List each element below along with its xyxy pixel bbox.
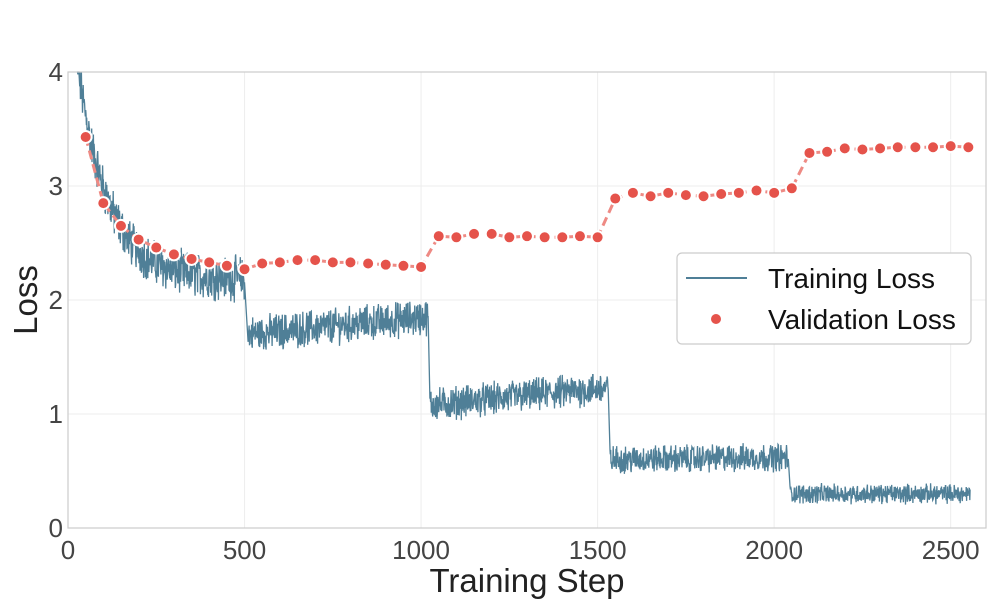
validation-point — [520, 229, 534, 244]
validation-loss-dashed-line — [84, 136, 969, 271]
validation-point — [767, 185, 782, 200]
y-tick-label: 4 — [49, 57, 63, 87]
validation-point — [166, 247, 181, 262]
validation-point — [731, 185, 746, 200]
validation-point — [361, 256, 376, 271]
validation-point — [572, 229, 587, 244]
validation-point — [678, 188, 693, 203]
validation-point — [661, 185, 676, 200]
legend: Training Loss Validation Loss — [676, 252, 972, 345]
x-tick-label: 1500 — [569, 535, 627, 565]
validation-point — [272, 255, 287, 270]
y-tick-label: 3 — [49, 171, 63, 201]
validation-point — [802, 145, 817, 160]
validation-point — [590, 230, 605, 245]
validation-point — [78, 129, 93, 144]
validation-point — [943, 139, 958, 154]
y-tick-label: 0 — [49, 513, 63, 543]
validation-loss-points — [78, 129, 976, 277]
y-tick-label: 1 — [49, 399, 63, 429]
x-axis-label: Training Step — [429, 562, 624, 599]
x-tick-label: 0 — [61, 535, 75, 565]
validation-point — [202, 255, 217, 270]
validation-point — [414, 259, 429, 274]
validation-point — [484, 226, 499, 241]
y-ticks: 0 1 2 3 4 — [49, 57, 63, 543]
plot-frame — [67, 71, 987, 529]
validation-point — [873, 141, 888, 156]
validation-point — [184, 251, 199, 266]
validation-point — [131, 232, 146, 247]
validation-point — [749, 183, 764, 198]
validation-point — [820, 144, 835, 159]
validation-point — [855, 142, 870, 157]
validation-point — [608, 191, 623, 206]
y-axis-label: Loss — [7, 265, 44, 335]
validation-point — [343, 255, 358, 270]
legend-training-label: Training Loss — [768, 263, 935, 294]
validation-point — [502, 230, 517, 245]
legend-validation-swatch — [711, 314, 721, 324]
validation-point — [255, 256, 270, 271]
validation-point — [837, 141, 852, 156]
validation-point — [784, 181, 799, 196]
validation-point — [908, 140, 923, 155]
validation-point — [961, 140, 976, 155]
validation-point — [926, 140, 941, 155]
validation-point — [219, 258, 234, 273]
validation-point — [696, 189, 711, 204]
validation-point — [308, 253, 323, 268]
x-ticks: 0 500 1000 1500 2000 2500 — [61, 535, 980, 565]
x-tick-label: 1000 — [392, 535, 450, 565]
validation-point — [449, 230, 464, 245]
x-tick-label: 2500 — [922, 535, 980, 565]
validation-point — [625, 185, 640, 200]
plot-area — [76, 71, 976, 505]
validation-point — [890, 140, 905, 155]
validation-point — [325, 255, 340, 270]
validation-point — [555, 230, 570, 245]
validation-point — [467, 226, 482, 241]
legend-validation-label: Validation Loss — [768, 304, 956, 335]
validation-point — [113, 218, 128, 233]
validation-point — [378, 257, 393, 272]
validation-point — [149, 240, 164, 255]
validation-point — [643, 189, 658, 204]
training-loss-line — [76, 71, 971, 505]
validation-point — [714, 186, 729, 201]
validation-point — [96, 196, 111, 211]
y-tick-label: 2 — [49, 285, 63, 315]
validation-point — [396, 258, 411, 273]
x-tick-label: 2000 — [745, 535, 803, 565]
validation-point — [290, 253, 305, 268]
validation-point — [537, 230, 552, 245]
validation-point — [431, 229, 446, 244]
legend-box — [676, 252, 972, 345]
validation-point — [237, 262, 252, 277]
x-tick-label: 500 — [223, 535, 266, 565]
